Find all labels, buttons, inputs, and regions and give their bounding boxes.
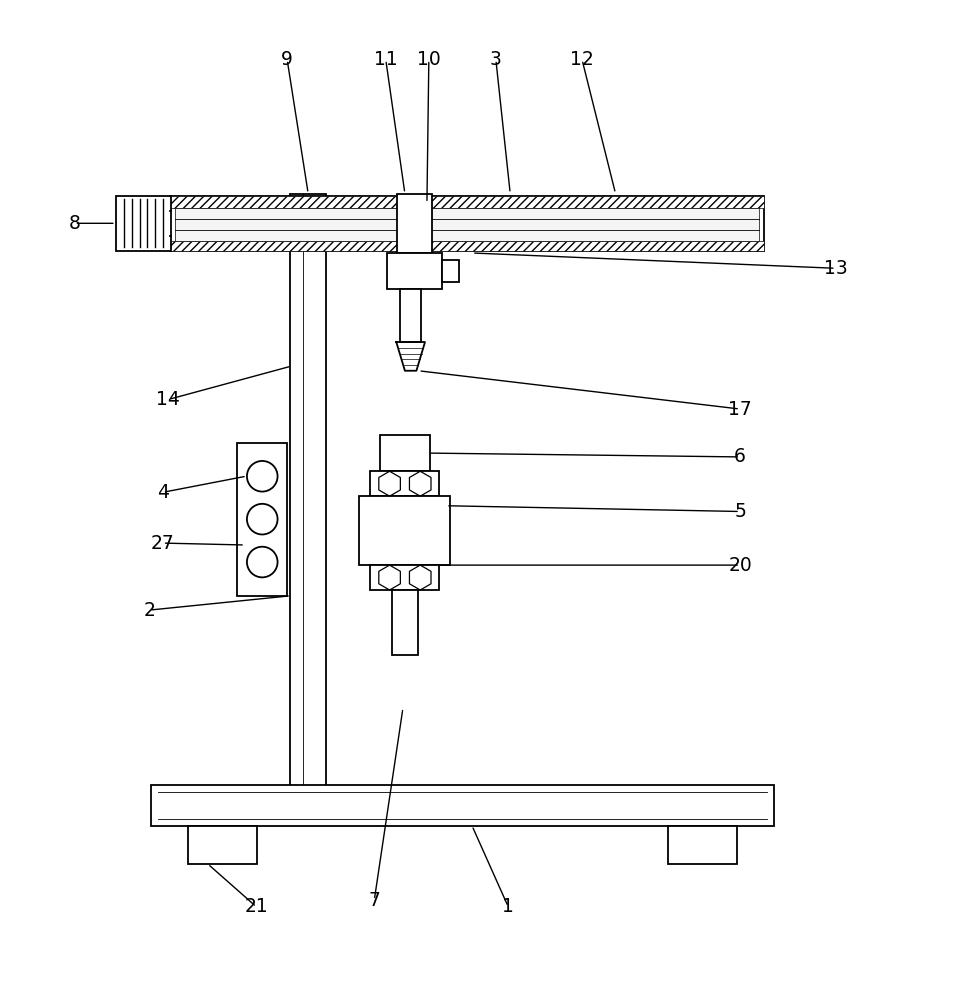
Text: 2: 2	[143, 601, 155, 620]
Bar	[380, 435, 429, 471]
Bar	[668, 826, 737, 864]
Text: 12: 12	[570, 50, 594, 69]
Text: 9: 9	[281, 50, 293, 69]
Bar	[442, 260, 459, 282]
Text: 11: 11	[374, 50, 398, 69]
Text: 3: 3	[490, 50, 502, 69]
Bar	[188, 826, 256, 864]
Bar	[175, 208, 759, 241]
Text: 7: 7	[368, 891, 380, 910]
Bar	[371, 565, 439, 590]
Bar	[151, 785, 773, 826]
Bar	[170, 196, 764, 208]
Bar	[392, 590, 418, 655]
Text: 14: 14	[156, 390, 180, 409]
Text: 21: 21	[245, 897, 269, 916]
Text: 8: 8	[68, 214, 81, 233]
Text: 4: 4	[157, 483, 169, 502]
Text: 1: 1	[503, 897, 514, 916]
Bar	[359, 496, 451, 565]
Text: 6: 6	[734, 447, 746, 466]
Bar	[116, 196, 171, 251]
Text: 13: 13	[824, 259, 847, 278]
Bar	[371, 471, 439, 496]
Text: 20: 20	[728, 556, 752, 575]
Text: 17: 17	[728, 400, 752, 419]
Text: 10: 10	[417, 50, 441, 69]
Bar	[387, 253, 442, 289]
Bar	[170, 196, 764, 251]
Bar	[398, 194, 431, 253]
Bar	[400, 289, 421, 342]
Text: 27: 27	[151, 534, 174, 553]
Text: 5: 5	[734, 502, 746, 521]
Bar	[170, 241, 764, 251]
Bar	[290, 194, 326, 792]
Bar	[237, 443, 287, 596]
